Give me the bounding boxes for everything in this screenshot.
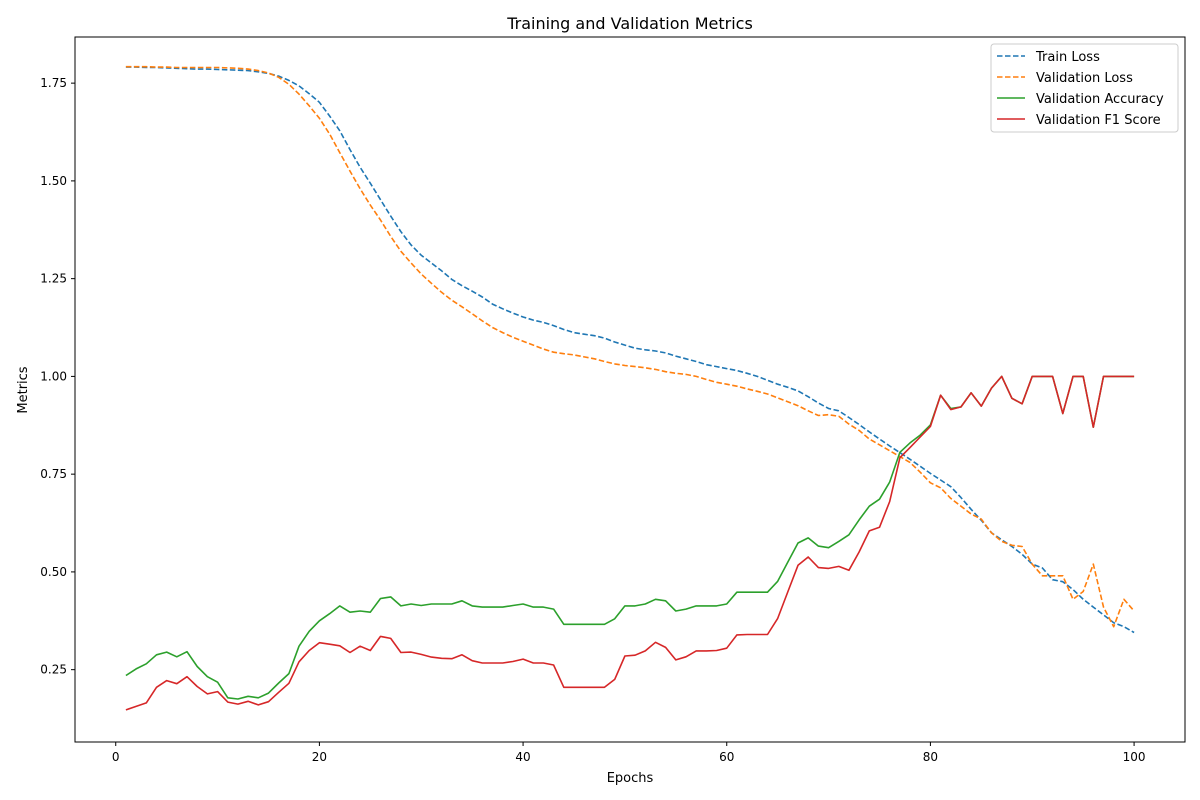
y-tick-label: 0.50 <box>40 565 67 579</box>
x-tick-label: 60 <box>719 750 734 764</box>
x-tick-label: 0 <box>112 750 120 764</box>
legend-label-1: Validation Loss <box>1036 71 1133 86</box>
series-line-3 <box>125 375 1135 711</box>
series-line-0 <box>125 66 1135 634</box>
legend: Train Loss Validation Loss Validation Accu… <box>990 43 1179 133</box>
legend-label-0: Train Loss <box>1035 50 1100 65</box>
legend-label-2: Validation Accuracy <box>1036 92 1164 107</box>
y-tick-label: 1.75 <box>40 76 67 90</box>
y-tick-label: 0.75 <box>40 467 67 481</box>
x-axis-ticks: 0 20 40 60 80 100 <box>112 742 1146 764</box>
chart-title: Training and Validation Metrics <box>506 14 753 33</box>
y-axis-label: Metrics <box>16 366 31 413</box>
x-tick-label: 80 <box>923 750 938 764</box>
y-tick-label: 1.00 <box>40 369 67 383</box>
y-tick-label: 1.25 <box>40 272 67 286</box>
x-tick-label: 40 <box>515 750 530 764</box>
x-tick-label: 20 <box>312 750 327 764</box>
series-lines <box>125 65 1135 711</box>
legend-label-3: Validation F1 Score <box>1036 113 1161 128</box>
legend-box <box>990 43 1179 133</box>
y-tick-label: 1.50 <box>40 174 67 188</box>
plot-frame <box>74 36 1186 743</box>
x-axis-label: Epochs <box>607 771 654 786</box>
x-tick-label: 100 <box>1123 750 1146 764</box>
y-axis-ticks: 0.25 0.50 0.75 1.00 1.25 1.50 1.75 <box>40 76 75 677</box>
y-tick-label: 0.25 <box>40 663 67 677</box>
